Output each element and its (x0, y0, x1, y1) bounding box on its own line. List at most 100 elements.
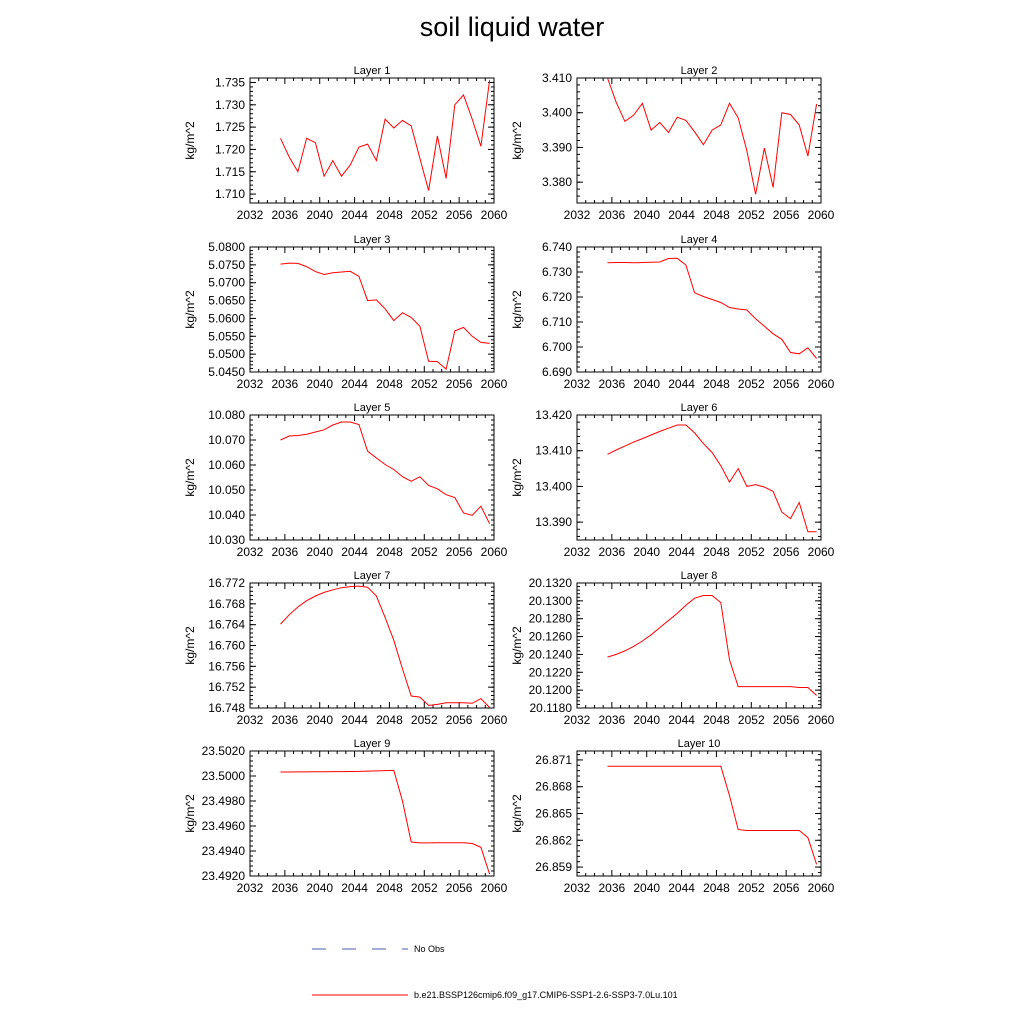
y-tick-label: 1.730 (215, 98, 245, 112)
y-tick-label: 23.4920 (202, 869, 246, 883)
y-tick-label: 1.735 (215, 75, 245, 89)
x-tick-label: 2052 (411, 881, 438, 895)
x-tick-label: 2044 (341, 713, 368, 727)
x-tick-label: 2032 (564, 881, 591, 895)
y-tick-label: 16.764 (208, 618, 245, 632)
series-line (280, 769, 491, 875)
x-tick-label: 2060 (808, 881, 835, 895)
series-line (607, 595, 817, 696)
x-tick-label: 2036 (599, 881, 626, 895)
plot-frame (249, 582, 495, 709)
x-tick-label: 2036 (599, 377, 626, 391)
x-tick-label: 2032 (564, 377, 591, 391)
panel-title: Layer 3 (354, 234, 391, 246)
x-tick-label: 2036 (272, 545, 299, 559)
x-tick-label: 2032 (564, 208, 591, 222)
x-tick-label: 2040 (633, 377, 660, 391)
y-tick-label: 10.040 (208, 508, 245, 522)
x-tick-label: 2052 (411, 377, 438, 391)
x-tick-label: 2044 (668, 545, 695, 559)
panel-title: Layer 6 (681, 402, 718, 414)
panel-layer-2: Layer 2 2032 2036 2040 2044 2048 2052 2056 2060 3… (510, 65, 835, 222)
x-tick-label: 2044 (668, 208, 695, 222)
panel-title: Layer 10 (678, 738, 721, 750)
x-tick-label: 2048 (376, 208, 403, 222)
y-tick-label: 20.1300 (529, 594, 573, 608)
y-axis-label: kg/m^2 (510, 458, 524, 497)
x-tick-label: 2048 (703, 881, 730, 895)
series-line (280, 262, 490, 371)
y-tick-label: 6.720 (542, 290, 572, 304)
x-tick-label: 2044 (341, 881, 368, 895)
x-tick-label: 2052 (411, 208, 438, 222)
x-tick-label: 2040 (633, 208, 660, 222)
panel-layer-4: Layer 4 2032 2036 2040 2044 2048 2052 2056 2060 6… (510, 234, 835, 391)
panel-layer-7: Layer 7 2032 2036 2040 2044 2048 2052 2056 2060 1… (183, 570, 508, 727)
x-tick-label: 2056 (773, 545, 800, 559)
x-tick-label: 2060 (808, 208, 835, 222)
x-tick-label: 2036 (599, 545, 626, 559)
y-tick-label: 20.1260 (529, 630, 573, 644)
y-tick-label: 1.720 (215, 142, 245, 156)
y-tick-label: 3.400 (542, 106, 572, 120)
y-tick-label: 6.710 (542, 315, 572, 329)
legend: No Obs b.e21.BSSP126cmip6.f09_g17.CMIP6-… (312, 944, 678, 1000)
y-tick-label: 5.0450 (208, 365, 245, 379)
x-tick-label: 2052 (411, 713, 438, 727)
y-tick-label: 3.410 (542, 71, 572, 85)
x-tick-label: 2048 (703, 377, 730, 391)
plot-frame (249, 414, 495, 541)
panel-title: Layer 2 (681, 65, 718, 77)
y-tick-label: 3.380 (542, 175, 572, 189)
x-tick-label: 2048 (376, 713, 403, 727)
x-tick-label: 2048 (376, 881, 403, 895)
x-tick-label: 2044 (668, 713, 695, 727)
x-tick-label: 2044 (341, 208, 368, 222)
y-tick-label: 13.420 (535, 408, 572, 422)
x-tick-label: 2040 (306, 881, 333, 895)
x-tick-label: 2056 (446, 713, 473, 727)
series-line (280, 80, 491, 191)
x-tick-label: 2056 (773, 208, 800, 222)
y-tick-label: 16.756 (208, 659, 245, 673)
y-axis-label: kg/m^2 (183, 794, 197, 833)
page-title: soil liquid water (419, 12, 605, 42)
x-tick-label: 2044 (668, 881, 695, 895)
x-tick-label: 2060 (808, 545, 835, 559)
x-tick-label: 2060 (481, 881, 508, 895)
x-tick-label: 2052 (738, 881, 765, 895)
y-tick-label: 5.0500 (208, 347, 245, 361)
x-tick-label: 2032 (564, 713, 591, 727)
x-tick-label: 2056 (773, 713, 800, 727)
x-tick-label: 2040 (306, 713, 333, 727)
y-tick-label: 20.1320 (529, 576, 573, 590)
series-line (280, 421, 491, 524)
x-tick-label: 2048 (703, 545, 730, 559)
panel-layer-8: Layer 8 2032 2036 2040 2044 2048 2052 2056 2060 2… (510, 570, 835, 727)
y-tick-label: 26.871 (535, 753, 572, 767)
series-line (607, 257, 817, 359)
y-tick-label: 16.772 (208, 576, 245, 590)
y-tick-label: 16.760 (208, 639, 245, 653)
x-tick-label: 2056 (773, 881, 800, 895)
x-tick-label: 2060 (481, 377, 508, 391)
x-tick-label: 2040 (633, 881, 660, 895)
x-tick-label: 2060 (808, 377, 835, 391)
x-tick-label: 2056 (446, 208, 473, 222)
x-tick-label: 2060 (808, 713, 835, 727)
y-axis-label: kg/m^2 (510, 121, 524, 160)
x-tick-label: 2036 (272, 208, 299, 222)
y-axis-label: kg/m^2 (510, 290, 524, 329)
y-tick-label: 5.0800 (208, 240, 245, 254)
y-tick-label: 26.862 (535, 833, 572, 847)
x-tick-label: 2036 (272, 377, 299, 391)
panel-title: Layer 5 (354, 402, 391, 414)
x-tick-label: 2040 (306, 208, 333, 222)
y-tick-label: 5.0550 (208, 329, 245, 343)
y-axis-label: kg/m^2 (183, 121, 197, 160)
plot-frame (249, 77, 495, 204)
y-tick-label: 10.080 (208, 408, 245, 422)
x-tick-label: 2032 (237, 713, 264, 727)
x-tick-label: 2060 (481, 208, 508, 222)
x-tick-label: 2048 (703, 713, 730, 727)
